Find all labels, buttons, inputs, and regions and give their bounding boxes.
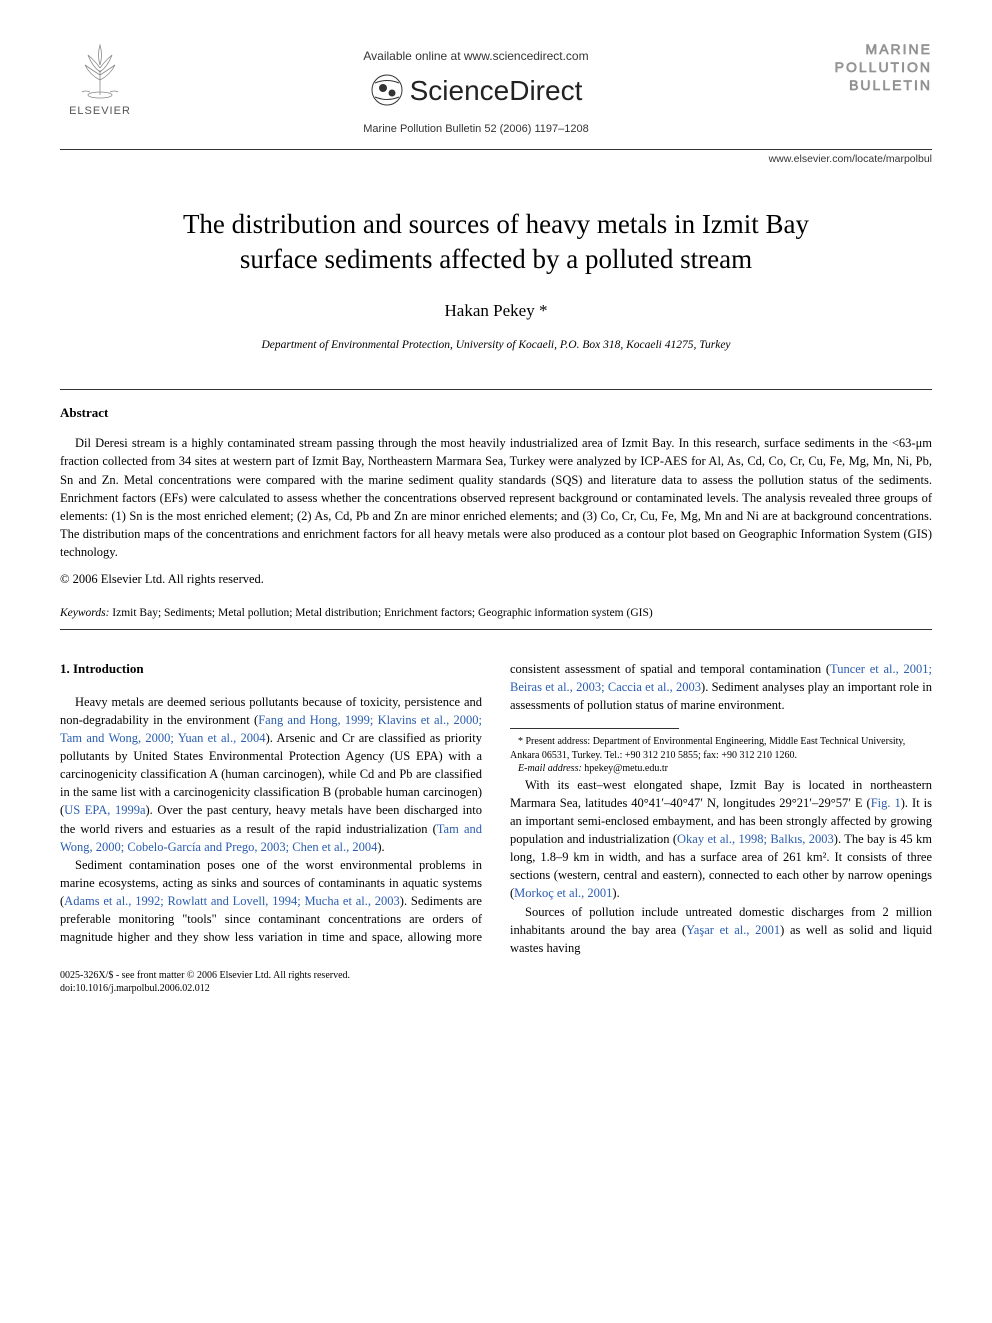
available-online-text: Available online at www.sciencedirect.co…	[140, 48, 812, 65]
doi-block: 0025-326X/$ - see front matter © 2006 El…	[60, 969, 932, 996]
center-banner: Available online at www.sciencedirect.co…	[140, 40, 812, 137]
abstract-top-rule	[60, 389, 932, 390]
body-columns: 1. Introduction Heavy metals are deemed …	[60, 660, 932, 957]
journal-logo: MARINE POLLUTION BULLETIN	[812, 40, 932, 95]
publisher-banner: ELSEVIER Available online at www.science…	[60, 40, 932, 137]
author-name: Hakan Pekey *	[60, 299, 932, 323]
citation-link[interactable]: Yaşar et al., 2001	[686, 923, 780, 937]
journal-reference: Marine Pollution Bulletin 52 (2006) 1197…	[140, 122, 812, 137]
front-matter-line: 0025-326X/$ - see front matter © 2006 El…	[60, 969, 932, 983]
locate-url: www.elsevier.com/locate/marpolbul	[60, 152, 932, 167]
banner-rule	[60, 149, 932, 150]
sciencedirect-wordmark: ScienceDirect	[410, 71, 583, 110]
journal-name-outline: MARINE POLLUTION BULLETIN	[812, 40, 932, 95]
body-paragraph: With its east–west elongated shape, Izmi…	[510, 776, 932, 903]
body-paragraph: Heavy metals are deemed serious pollutan…	[60, 693, 482, 856]
corresponding-author-footnote: * Present address: Department of Environ…	[510, 735, 932, 762]
abstract-heading: Abstract	[60, 404, 932, 422]
sciencedirect-icon	[370, 73, 404, 107]
elsevier-tree-icon	[70, 40, 130, 100]
author-affiliation: Department of Environmental Protection, …	[60, 337, 932, 353]
abstract-text: Dil Deresi stream is a highly contaminat…	[60, 434, 932, 561]
body-paragraph: Sources of pollution include untreated d…	[510, 903, 932, 957]
doi-line: doi:10.1016/j.marpolbul.2006.02.012	[60, 982, 932, 996]
citation-link[interactable]: Adams et al., 1992; Rowlatt and Lovell, …	[64, 894, 400, 908]
citation-link[interactable]: US EPA, 1999a	[64, 803, 145, 817]
section-heading-intro: 1. Introduction	[60, 660, 482, 679]
elsevier-logo: ELSEVIER	[60, 40, 140, 119]
figure-reference[interactable]: Fig. 1	[871, 796, 901, 810]
footnote-block: * Present address: Department of Environ…	[510, 728, 932, 776]
elsevier-wordmark: ELSEVIER	[60, 104, 140, 119]
keywords-bottom-rule	[60, 629, 932, 630]
citation-link[interactable]: Morkoç et al., 2001	[514, 886, 612, 900]
keywords-line: Keywords: Izmit Bay; Sediments; Metal po…	[60, 605, 932, 621]
email-footnote: E-mail address: hpekey@metu.edu.tr	[510, 762, 932, 776]
citation-link[interactable]: Okay et al., 1998; Balkıs, 2003	[677, 832, 834, 846]
footnote-rule	[510, 728, 679, 729]
article-title: The distribution and sources of heavy me…	[60, 207, 932, 277]
copyright-line: © 2006 Elsevier Ltd. All rights reserved…	[60, 571, 932, 589]
sciencedirect-logo: ScienceDirect	[370, 71, 583, 110]
